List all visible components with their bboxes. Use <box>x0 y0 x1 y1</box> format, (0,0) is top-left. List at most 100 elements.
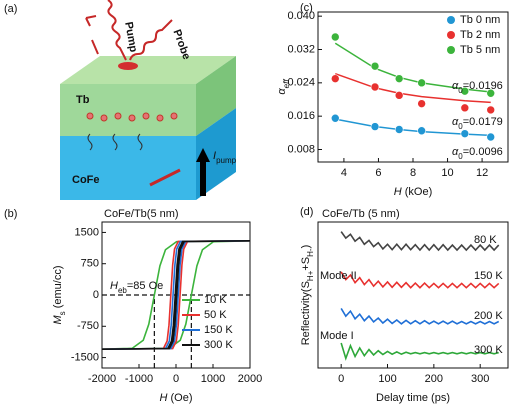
point <box>417 99 426 108</box>
spot <box>118 62 138 70</box>
panel-label: (b) <box>4 208 17 220</box>
current-head <box>196 148 210 162</box>
text-part: (kOe) <box>402 186 433 198</box>
x-tick-label: -1000 <box>125 373 153 385</box>
point <box>417 126 426 136</box>
y-axis-label: αeff <box>276 79 291 95</box>
point <box>394 125 404 134</box>
text-part: H <box>394 186 402 198</box>
point <box>417 78 426 88</box>
tb-side <box>196 56 236 136</box>
text-part: H+ <box>306 270 315 281</box>
text-part: 0 <box>458 152 463 161</box>
text-part: 200 K <box>474 310 503 322</box>
x-tick-label: 4 <box>341 167 347 179</box>
pump-label: Pump <box>122 21 139 53</box>
text-part: (Oe) <box>167 392 192 404</box>
cofe-label: CoFe <box>72 174 100 186</box>
x-tick-label: 0 <box>173 373 179 385</box>
text-part: (emu/cc) <box>52 265 64 311</box>
annotation: Heb=85 Oe <box>110 280 163 295</box>
panel-label: (d) <box>300 206 313 218</box>
annotation: 300 K <box>474 344 503 356</box>
y-axis-label: Reflectivity(SH++SH-) <box>300 245 315 346</box>
point <box>330 113 340 123</box>
chart-title: CoFe/Tb (5 nm) <box>322 208 400 220</box>
diagram: (a) Pump Probe Tb CoFe Ipump <box>4 0 237 200</box>
text-part: α <box>452 80 459 92</box>
x-tick-label: 8 <box>410 167 416 179</box>
text-part: H <box>110 280 118 292</box>
legend-label: 150 K <box>204 324 233 336</box>
y-tick-label: 0.008 <box>287 143 315 155</box>
fit-line <box>334 42 491 93</box>
x-tick-label: 12 <box>476 167 488 179</box>
legend-label: 300 K <box>204 339 233 351</box>
y-tick-label: 750 <box>81 258 99 270</box>
point <box>330 74 340 83</box>
y-tick-label: 1500 <box>75 226 99 238</box>
text-part: I <box>213 150 216 162</box>
legend-label: 50 K <box>204 309 227 321</box>
point <box>370 82 380 92</box>
x-tick-label: -2000 <box>88 373 116 385</box>
x-tick-label: 2000 <box>238 373 262 385</box>
text-part: 80 K <box>474 234 497 246</box>
x-axis-label: H (Oe) <box>159 392 192 404</box>
text-part: =0.0179 <box>463 116 503 128</box>
text-part: Reflectivity(S <box>300 281 312 345</box>
legend-label: Tb 2 nm <box>460 29 500 41</box>
line <box>340 342 499 361</box>
y-tick-label: 0.032 <box>287 43 315 55</box>
text-part: α <box>276 88 288 95</box>
spins <box>86 112 178 122</box>
text-part: =0.0196 <box>463 80 503 92</box>
panel-label: (a) <box>4 3 17 15</box>
text-part: α <box>452 116 459 128</box>
text-part: =0.0096 <box>463 146 503 158</box>
annotation: α0=0.0096 <box>452 146 503 161</box>
x-axis-label: Delay time (ps) <box>376 392 450 404</box>
point <box>460 129 470 138</box>
legend-label: Tb 0 nm <box>460 14 500 26</box>
point <box>460 86 470 96</box>
x-tick-label: 100 <box>378 373 396 385</box>
annotation: 200 K <box>474 310 503 322</box>
text-part: 0 <box>458 122 463 131</box>
point <box>370 122 380 131</box>
text-part: s <box>58 311 67 315</box>
text-part: ) <box>300 245 312 249</box>
text-part: H <box>159 392 167 404</box>
legend-label: Tb 5 nm <box>460 44 500 56</box>
y-axis-label: Ms (emu/cc) <box>52 265 67 324</box>
text-part: eb <box>118 286 127 295</box>
tb-layer <box>60 84 196 136</box>
current-label: Ipump <box>213 150 237 165</box>
text-part: pump <box>216 156 237 165</box>
y-tick-label: 0.016 <box>287 110 315 122</box>
y-tick-label: -750 <box>77 320 99 332</box>
text-part: Mode II <box>320 270 357 282</box>
spin-arrow <box>149 168 181 187</box>
panel-label: (c) <box>300 2 313 14</box>
text-part: 150 K <box>474 270 503 282</box>
chart-title: CoFe/Tb(5 nm) <box>104 208 179 220</box>
annotation: α0=0.0179 <box>452 116 503 131</box>
legend-label: 10 K <box>204 294 227 306</box>
text-part: eff <box>282 79 291 89</box>
point <box>486 105 496 115</box>
annotation: 150 K <box>474 270 503 282</box>
line <box>101 239 251 351</box>
point <box>486 88 496 98</box>
pump-wave <box>85 15 99 55</box>
point <box>330 32 340 42</box>
pump-beam <box>107 0 127 61</box>
plot-frame <box>317 221 509 369</box>
fit-line <box>335 72 491 104</box>
annotation: Mode II <box>320 270 357 282</box>
annotation: 80 K <box>474 234 497 246</box>
text-part: Delay time (ps) <box>376 392 450 404</box>
y-tick-label: 0.024 <box>287 77 315 89</box>
legend-marker <box>447 46 455 54</box>
